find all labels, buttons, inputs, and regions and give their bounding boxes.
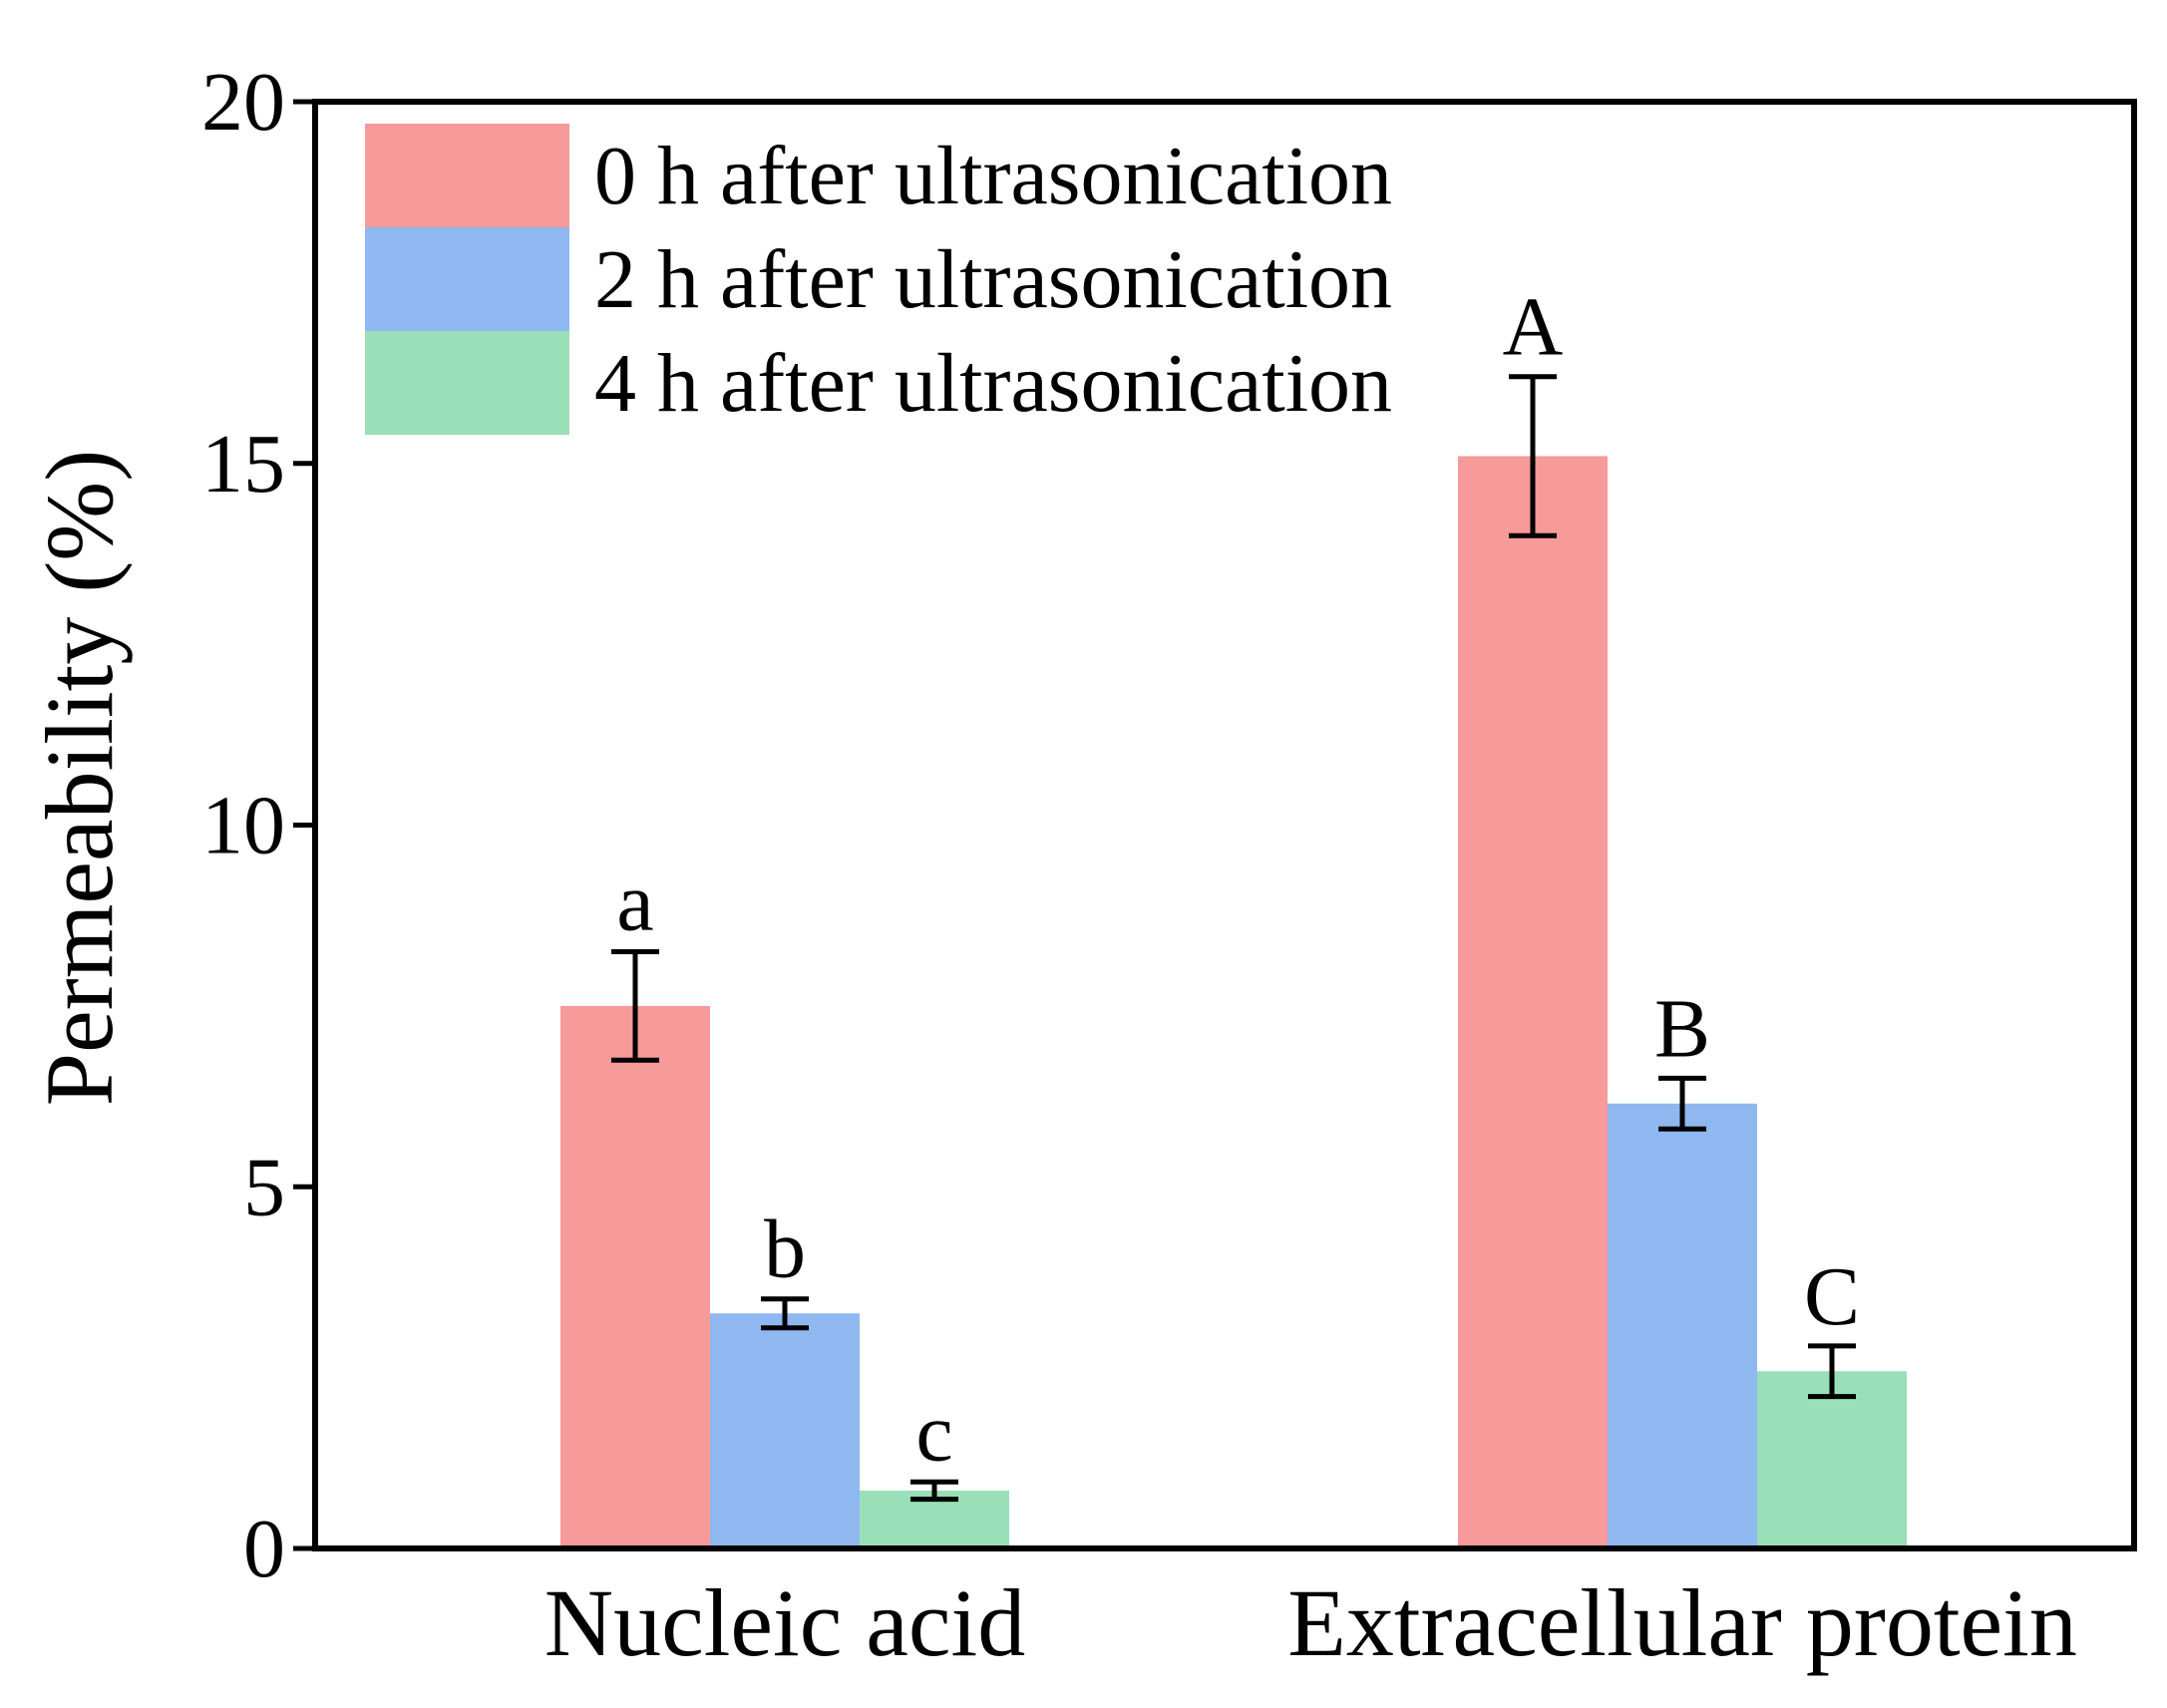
significance-label: b xyxy=(764,1203,806,1296)
bar xyxy=(1757,1371,1907,1548)
y-tick-label: 15 xyxy=(201,418,285,511)
significance-labels-layer: a b c A B C xyxy=(616,281,1860,1480)
bar xyxy=(1458,456,1608,1548)
y-tick-label: 20 xyxy=(201,56,285,149)
error-bars-layer xyxy=(611,374,1856,1503)
legend: 0 h after ultrasonication 2 h after ultra… xyxy=(365,124,1392,435)
bar xyxy=(710,1313,860,1548)
bar xyxy=(1608,1103,1757,1548)
significance-label: C xyxy=(1804,1250,1860,1343)
legend-entry-label: 2 h after ultrasonication xyxy=(594,233,1392,326)
significance-label: c xyxy=(915,1386,952,1479)
bars-layer xyxy=(560,456,1907,1548)
x-category-label: Nucleic acid xyxy=(544,1569,1025,1676)
y-tick-label: 5 xyxy=(243,1141,285,1233)
significance-label: a xyxy=(616,855,653,948)
legend-entry-label: 0 h after ultrasonication xyxy=(594,130,1392,222)
x-axis-category-labels: Nucleic acid Extracellular protein xyxy=(544,1569,2077,1676)
legend-swatch xyxy=(365,227,569,331)
y-tick-label: 10 xyxy=(201,780,285,872)
bar xyxy=(560,1005,710,1548)
legend-entry-label: 4 h after ultrasonication xyxy=(594,337,1392,430)
significance-label: A xyxy=(1503,281,1564,374)
y-axis-label: Permeability (%) xyxy=(26,450,133,1106)
legend-swatch xyxy=(365,331,569,435)
y-axis-ticks: 0 5 10 15 20 xyxy=(201,56,315,1595)
x-category-label: Extracellular protein xyxy=(1287,1569,2077,1676)
y-tick-label: 0 xyxy=(243,1503,285,1595)
legend-swatch xyxy=(365,124,569,227)
significance-label: B xyxy=(1654,982,1710,1075)
